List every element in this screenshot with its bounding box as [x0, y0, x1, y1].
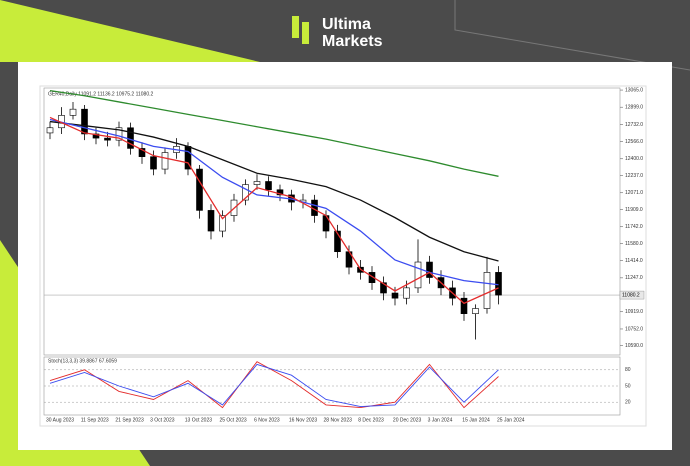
deco-line [454, 0, 690, 71]
candle-body [196, 168, 203, 211]
y-tick-label: 12400.0 [625, 156, 643, 162]
y-tick-label: 20 [625, 400, 631, 406]
candle-body [69, 108, 77, 116]
price-tag [619, 290, 645, 300]
y-tick-label: 80 [625, 367, 631, 373]
x-tick-label: 15 Jan 2024 [462, 417, 490, 423]
y-tick-label: 10752.0 [625, 326, 643, 332]
x-tick-label: 25 Jan 2024 [497, 417, 525, 423]
candle-body [115, 127, 123, 141]
candle-body [426, 261, 433, 278]
candle-body [219, 215, 226, 232]
candle-body [391, 292, 399, 299]
x-tick-label: 21 Sep 2023 [115, 417, 144, 423]
x-tick-label: 28 Nov 2023 [324, 417, 353, 423]
indicator-line [49, 116, 499, 305]
candle-body [150, 156, 157, 170]
accent-top [0, 0, 260, 62]
y-tick-label: 12237.0 [625, 173, 643, 179]
candle-body [253, 181, 261, 185]
x-tick-label: 13 Oct 2023 [185, 417, 212, 423]
y-tick-label: 12071.0 [625, 190, 643, 196]
y-tick-label: 11580.0 [625, 241, 643, 247]
brand-line2: Markets [322, 33, 383, 50]
x-tick-label: 16 Nov 2023 [289, 417, 318, 423]
indicator-line [49, 89, 499, 177]
y-tick-label: 10919.0 [625, 309, 643, 315]
y-tick-label: 12566.0 [625, 139, 643, 145]
x-tick-label: 3 Oct 2023 [150, 417, 175, 423]
chart-title: GER40,Daily 11091.2 11136.2 10975.2 1108… [48, 91, 153, 97]
candle-body [483, 272, 491, 309]
candle-body [81, 108, 88, 135]
candle-body [368, 272, 376, 283]
candle-body [242, 184, 249, 201]
x-tick-label: 30 Aug 2023 [46, 417, 74, 423]
candle-body [207, 210, 215, 232]
candle-body [403, 287, 410, 299]
y-tick-label: 11414.0 [625, 258, 643, 264]
y-tick-label: 11247.0 [625, 275, 643, 281]
price-tag-label: 11080.2 [622, 292, 640, 298]
candle-body [46, 127, 54, 134]
x-tick-label: 8 Dec 2023 [358, 417, 384, 423]
candle-body [380, 282, 387, 294]
indicator-line [49, 361, 499, 409]
candle-body [276, 189, 284, 196]
y-tick-label: 12732.0 [625, 122, 643, 128]
candle-body [334, 230, 341, 253]
candle-body [265, 181, 272, 191]
logo-icon [302, 22, 309, 44]
candle-body [472, 308, 479, 314]
y-tick-label: 11909.0 [625, 207, 643, 213]
x-tick-label: 25 Oct 2023 [219, 417, 246, 423]
price-panel [43, 87, 621, 356]
candle-body [495, 272, 502, 296]
indicator-line [49, 120, 499, 262]
candle-body [161, 152, 169, 170]
y-tick-label: 12899.0 [625, 105, 643, 111]
indicator-line [49, 363, 499, 407]
y-tick-label: 10590.0 [625, 343, 643, 349]
indicator-line [49, 118, 499, 286]
candle-body [104, 137, 111, 141]
y-tick-label: 13065.0 [625, 87, 643, 93]
logo-icon [292, 16, 299, 38]
candle-body [138, 148, 146, 157]
candle-body [460, 297, 468, 314]
candle-body [92, 133, 100, 139]
x-tick-label: 3 Jan 2024 [428, 417, 453, 423]
candle-body [414, 261, 422, 289]
y-tick-label: 50 [625, 383, 631, 389]
x-tick-label: 11 Sep 2023 [81, 417, 109, 423]
stoch-title: Stoch(13,3,3) 39.8867 67.6059 [48, 358, 117, 364]
x-tick-label: 6 Nov 2023 [254, 417, 280, 423]
x-tick-label: 20 Dec 2023 [393, 417, 422, 423]
brand-line1: Ultima [322, 16, 371, 33]
y-tick-label: 11742.0 [625, 224, 643, 230]
